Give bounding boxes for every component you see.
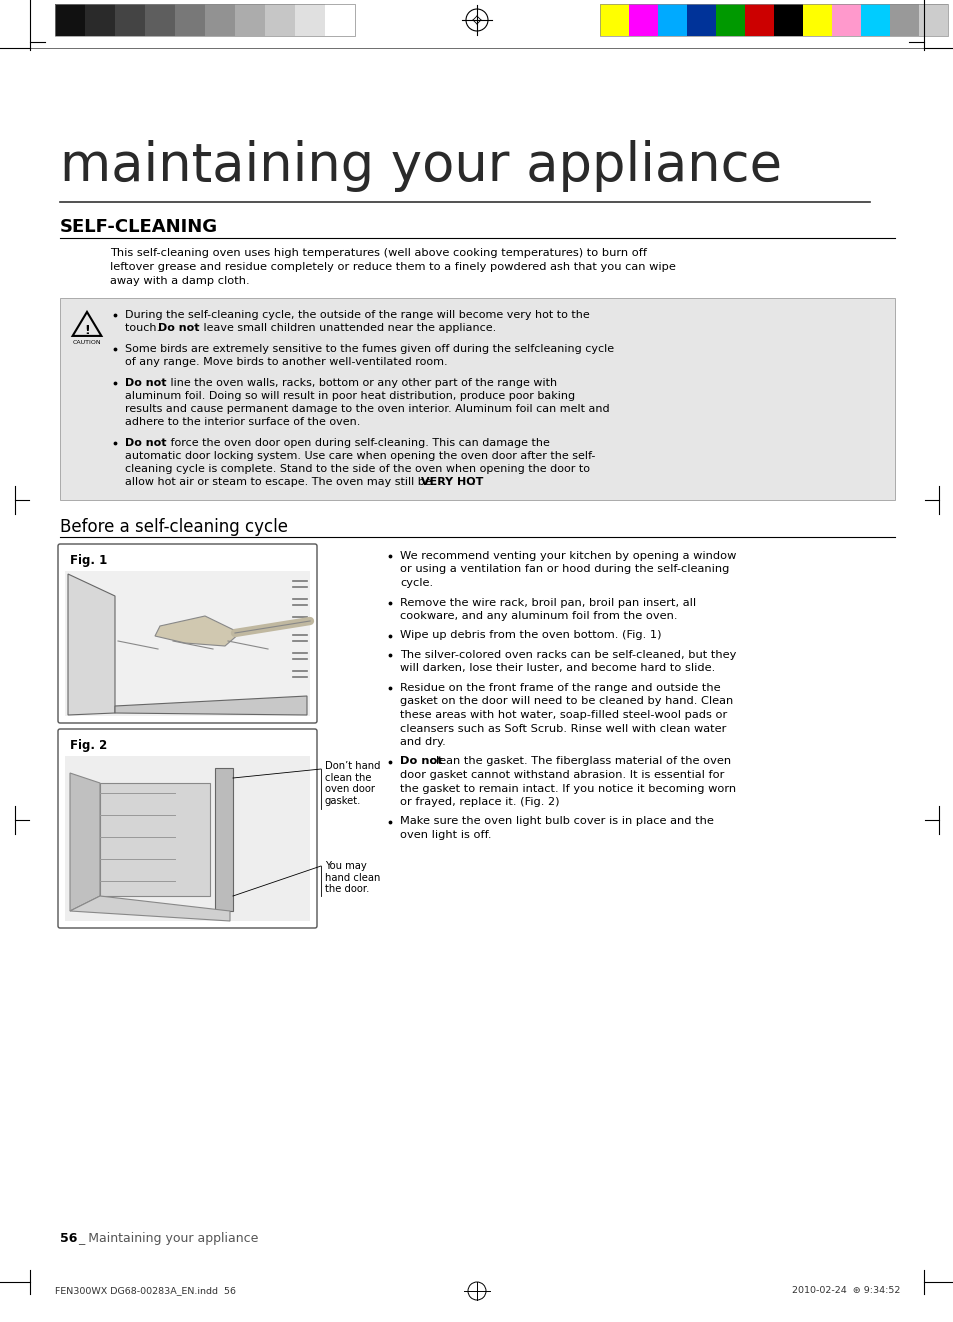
Polygon shape: [115, 695, 307, 715]
Bar: [214, 768, 233, 911]
Text: cookware, and any aluminum foil from the oven.: cookware, and any aluminum foil from the…: [399, 611, 677, 621]
Text: 2010-02-24  ⊛ 9:34:52: 2010-02-24 ⊛ 9:34:52: [791, 1286, 899, 1296]
Bar: [599, 4, 628, 36]
Bar: [115, 4, 145, 36]
Text: gasket on the door will need to be cleaned by hand. Clean: gasket on the door will need to be clean…: [399, 697, 733, 706]
Text: away with a damp cloth.: away with a damp cloth.: [110, 276, 250, 286]
Bar: [65, 571, 310, 717]
Bar: [55, 4, 355, 36]
Text: line the oven walls, racks, bottom or any other part of the range with: line the oven walls, racks, bottom or an…: [167, 378, 557, 387]
Bar: [85, 4, 115, 36]
Bar: [55, 4, 85, 36]
Text: The silver-colored oven racks can be self-cleaned, but they: The silver-colored oven racks can be sel…: [399, 650, 736, 660]
Text: adhere to the interior surface of the oven.: adhere to the interior surface of the ov…: [125, 416, 360, 427]
Polygon shape: [70, 896, 230, 921]
Text: Fig. 1: Fig. 1: [70, 554, 107, 567]
Bar: [831, 4, 861, 36]
FancyBboxPatch shape: [58, 543, 316, 723]
Bar: [325, 4, 355, 36]
Bar: [100, 783, 210, 896]
Bar: [744, 4, 773, 36]
Text: Some birds are extremely sensitive to the fumes given off during the selfcleanin: Some birds are extremely sensitive to th…: [125, 344, 614, 354]
Text: VERY HOT: VERY HOT: [420, 477, 483, 486]
Text: cycle.: cycle.: [399, 578, 433, 588]
Polygon shape: [70, 773, 100, 911]
Text: leftover grease and residue completely or reduce them to a finely powdered ash t: leftover grease and residue completely o…: [110, 262, 675, 272]
Bar: [861, 4, 889, 36]
Bar: [265, 4, 294, 36]
Text: leave small children unattended near the appliance.: leave small children unattended near the…: [200, 323, 496, 333]
Bar: [65, 756, 310, 921]
Text: Do not: Do not: [125, 438, 167, 448]
Bar: [174, 4, 205, 36]
Bar: [145, 4, 174, 36]
Bar: [802, 4, 831, 36]
Text: You may
hand clean
the door.: You may hand clean the door.: [325, 861, 380, 894]
Bar: [889, 4, 918, 36]
Text: touch.: touch.: [125, 323, 164, 333]
Bar: [716, 4, 744, 36]
Text: or using a ventilation fan or hood during the self-cleaning: or using a ventilation fan or hood durin…: [399, 564, 729, 575]
Text: Do not: Do not: [399, 756, 442, 767]
Bar: [234, 4, 265, 36]
Text: these areas with hot water, soap-filled steel-wool pads or: these areas with hot water, soap-filled …: [399, 710, 726, 720]
FancyBboxPatch shape: [60, 297, 894, 500]
Text: .: .: [472, 477, 476, 486]
Bar: [599, 4, 947, 36]
Text: aluminum foil. Doing so will result in poor heat distribution, produce poor baki: aluminum foil. Doing so will result in p…: [125, 391, 575, 401]
Polygon shape: [154, 616, 240, 646]
Bar: [658, 4, 686, 36]
Text: 56: 56: [60, 1232, 77, 1245]
Text: Before a self-cleaning cycle: Before a self-cleaning cycle: [60, 518, 288, 535]
Bar: [918, 4, 947, 36]
Text: clean the gasket. The fiberglass material of the oven: clean the gasket. The fiberglass materia…: [425, 756, 730, 767]
Text: Make sure the oven light bulb cover is in place and the: Make sure the oven light bulb cover is i…: [399, 817, 713, 826]
Text: _ Maintaining your appliance: _ Maintaining your appliance: [78, 1232, 258, 1245]
Text: CAUTION: CAUTION: [72, 340, 101, 345]
Text: and dry.: and dry.: [399, 736, 445, 747]
Polygon shape: [68, 574, 115, 715]
Text: door gasket cannot withstand abrasion. It is essential for: door gasket cannot withstand abrasion. I…: [399, 769, 723, 780]
Text: Fig. 2: Fig. 2: [70, 739, 107, 752]
Text: results and cause permanent damage to the oven interior. Aluminum foil can melt : results and cause permanent damage to th…: [125, 405, 609, 414]
Text: During the self-cleaning cycle, the outside of the range will become very hot to: During the self-cleaning cycle, the outs…: [125, 309, 589, 320]
Text: will darken, lose their luster, and become hard to slide.: will darken, lose their luster, and beco…: [399, 664, 715, 673]
Text: Don’t hand
clean the
oven door
gasket.: Don’t hand clean the oven door gasket.: [325, 761, 380, 806]
Bar: [628, 4, 658, 36]
Bar: [686, 4, 716, 36]
Text: We recommend venting your kitchen by opening a window: We recommend venting your kitchen by ope…: [399, 551, 736, 561]
Text: of any range. Move birds to another well-ventilated room.: of any range. Move birds to another well…: [125, 357, 447, 368]
Text: Remove the wire rack, broil pan, broil pan insert, all: Remove the wire rack, broil pan, broil p…: [399, 598, 696, 608]
Text: oven light is off.: oven light is off.: [399, 830, 491, 839]
Bar: [773, 4, 802, 36]
Text: or frayed, replace it. (Fig. 2): or frayed, replace it. (Fig. 2): [399, 797, 558, 806]
Text: maintaining your appliance: maintaining your appliance: [60, 140, 781, 192]
Text: force the oven door open during self-cleaning. This can damage the: force the oven door open during self-cle…: [167, 438, 549, 448]
FancyBboxPatch shape: [58, 728, 316, 928]
Text: the gasket to remain intact. If you notice it becoming worn: the gasket to remain intact. If you noti…: [399, 784, 736, 793]
Bar: [294, 4, 325, 36]
Text: cleaning cycle is complete. Stand to the side of the oven when opening the door : cleaning cycle is complete. Stand to the…: [125, 464, 589, 475]
Text: cleansers such as Soft Scrub. Rinse well with clean water: cleansers such as Soft Scrub. Rinse well…: [399, 723, 725, 734]
Bar: [205, 4, 234, 36]
Text: Do not: Do not: [158, 323, 199, 333]
Text: allow hot air or steam to escape. The oven may still be: allow hot air or steam to escape. The ov…: [125, 477, 435, 486]
Text: Wipe up debris from the oven bottom. (Fig. 1): Wipe up debris from the oven bottom. (Fi…: [399, 631, 660, 640]
Text: SELF-CLEANING: SELF-CLEANING: [60, 218, 218, 237]
Text: automatic door locking system. Use care when opening the oven door after the sel: automatic door locking system. Use care …: [125, 451, 595, 461]
Text: !: !: [84, 324, 90, 337]
Text: FEN300WX DG68-00283A_EN.indd  56: FEN300WX DG68-00283A_EN.indd 56: [55, 1286, 235, 1296]
Text: This self-cleaning oven uses high temperatures (well above cooking temperatures): This self-cleaning oven uses high temper…: [110, 249, 646, 258]
Text: Do not: Do not: [125, 378, 167, 387]
Text: Residue on the front frame of the range and outside the: Residue on the front frame of the range …: [399, 683, 720, 693]
